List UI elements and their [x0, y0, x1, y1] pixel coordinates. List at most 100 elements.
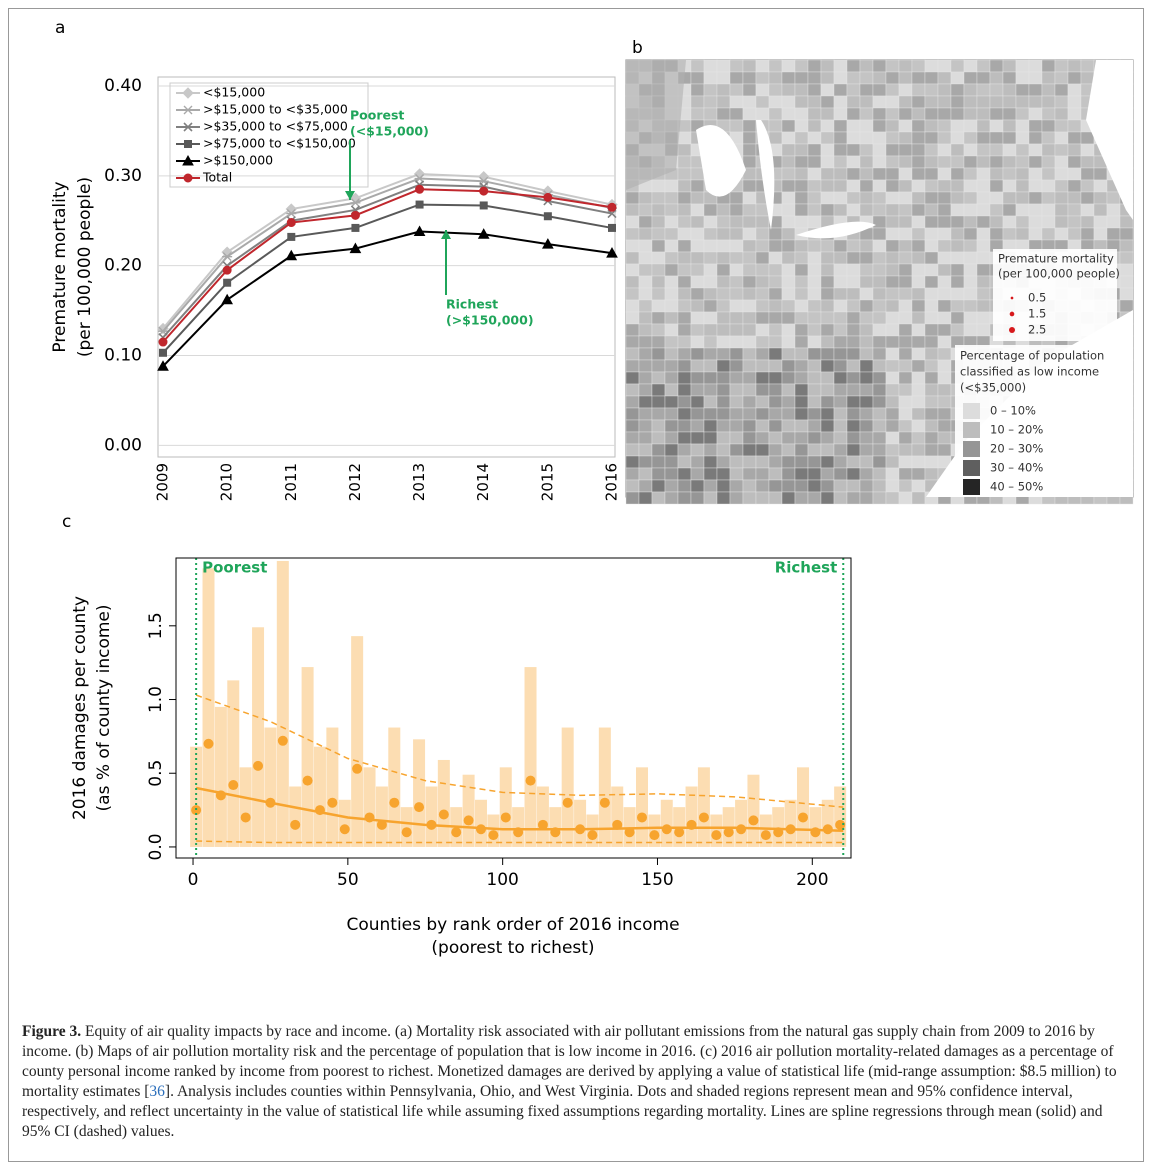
map-county — [820, 431, 835, 445]
map-county — [872, 443, 887, 457]
map-county — [729, 335, 744, 349]
map-county — [898, 203, 913, 217]
map-county — [872, 83, 887, 97]
marker — [542, 238, 554, 249]
map-county — [911, 119, 926, 133]
map-county — [625, 347, 640, 361]
point — [575, 824, 586, 835]
ci-bar — [239, 767, 252, 847]
map-county — [976, 239, 991, 253]
map-county — [807, 383, 822, 397]
map-county — [729, 299, 744, 313]
map-county — [1067, 71, 1082, 85]
map-county — [1028, 131, 1043, 145]
map-county — [781, 83, 796, 97]
map-county — [1093, 203, 1108, 217]
map-county — [976, 275, 991, 289]
map-county — [820, 323, 835, 337]
map-county — [729, 371, 744, 385]
ci-bar — [375, 786, 388, 847]
map-county — [976, 179, 991, 193]
map-county — [794, 467, 809, 481]
map-county — [690, 227, 705, 241]
map-county — [846, 203, 861, 217]
map-county — [846, 191, 861, 205]
map-county — [677, 275, 692, 289]
map-county — [664, 275, 679, 289]
map-county — [794, 143, 809, 157]
map-county — [937, 155, 952, 169]
legend-title: (per 100,000 people) — [998, 267, 1120, 281]
map-county — [911, 359, 926, 373]
map-county — [898, 383, 913, 397]
map-county — [807, 203, 822, 217]
map-county — [625, 287, 640, 301]
ci-bar — [326, 727, 339, 847]
map-county — [729, 479, 744, 493]
map-county — [742, 323, 757, 337]
map-county — [638, 275, 653, 289]
map-county — [885, 419, 900, 433]
point — [587, 830, 598, 841]
map-county — [742, 155, 757, 169]
map-county — [976, 215, 991, 229]
map-county — [716, 347, 731, 361]
legend-marker — [183, 122, 193, 132]
series-line — [162, 173, 613, 330]
map-county — [703, 419, 718, 433]
map-county — [872, 335, 887, 349]
map-county — [885, 155, 900, 169]
map-county — [924, 299, 939, 313]
map-county — [872, 215, 887, 229]
map-county — [976, 251, 991, 265]
marker — [286, 218, 296, 228]
map-county — [898, 191, 913, 205]
x-tick-label: 2016 — [603, 463, 621, 501]
map-county — [664, 179, 679, 193]
spline-line — [195, 786, 844, 832]
map-county — [794, 107, 809, 121]
map-county — [1093, 191, 1108, 205]
map-county — [963, 191, 978, 205]
point — [339, 824, 350, 835]
arrow-head — [441, 230, 451, 239]
map-county — [729, 71, 744, 85]
map-county — [1067, 83, 1082, 97]
map-county — [963, 263, 978, 277]
map-county — [794, 371, 809, 385]
map-county — [1015, 155, 1030, 169]
caption-ref[interactable]: 36 — [149, 1083, 165, 1100]
map-county — [833, 203, 848, 217]
map-county — [989, 167, 1004, 181]
point — [215, 790, 226, 801]
map-county — [833, 179, 848, 193]
map-county — [859, 179, 874, 193]
map-county — [950, 155, 965, 169]
map-county — [1002, 227, 1017, 241]
map-county — [911, 347, 926, 361]
map-county — [781, 359, 796, 373]
map-county — [755, 83, 770, 97]
map-county — [703, 443, 718, 457]
map-county — [820, 107, 835, 121]
map-county — [937, 383, 952, 397]
map-county — [898, 59, 913, 73]
size-legend-dot — [1008, 326, 1016, 334]
ci-bar — [512, 807, 525, 847]
map-county — [703, 95, 718, 109]
map-county — [781, 467, 796, 481]
map-county — [768, 239, 783, 253]
map-county — [664, 419, 679, 433]
map-county — [781, 299, 796, 313]
map-county — [937, 119, 952, 133]
map-county — [937, 299, 952, 313]
map-county — [833, 491, 848, 505]
point — [240, 812, 251, 823]
point — [599, 797, 610, 808]
marker — [477, 228, 490, 239]
map-county — [781, 455, 796, 469]
map-county — [833, 119, 848, 133]
map-county — [703, 347, 718, 361]
map-county — [807, 419, 822, 433]
point — [698, 812, 709, 823]
